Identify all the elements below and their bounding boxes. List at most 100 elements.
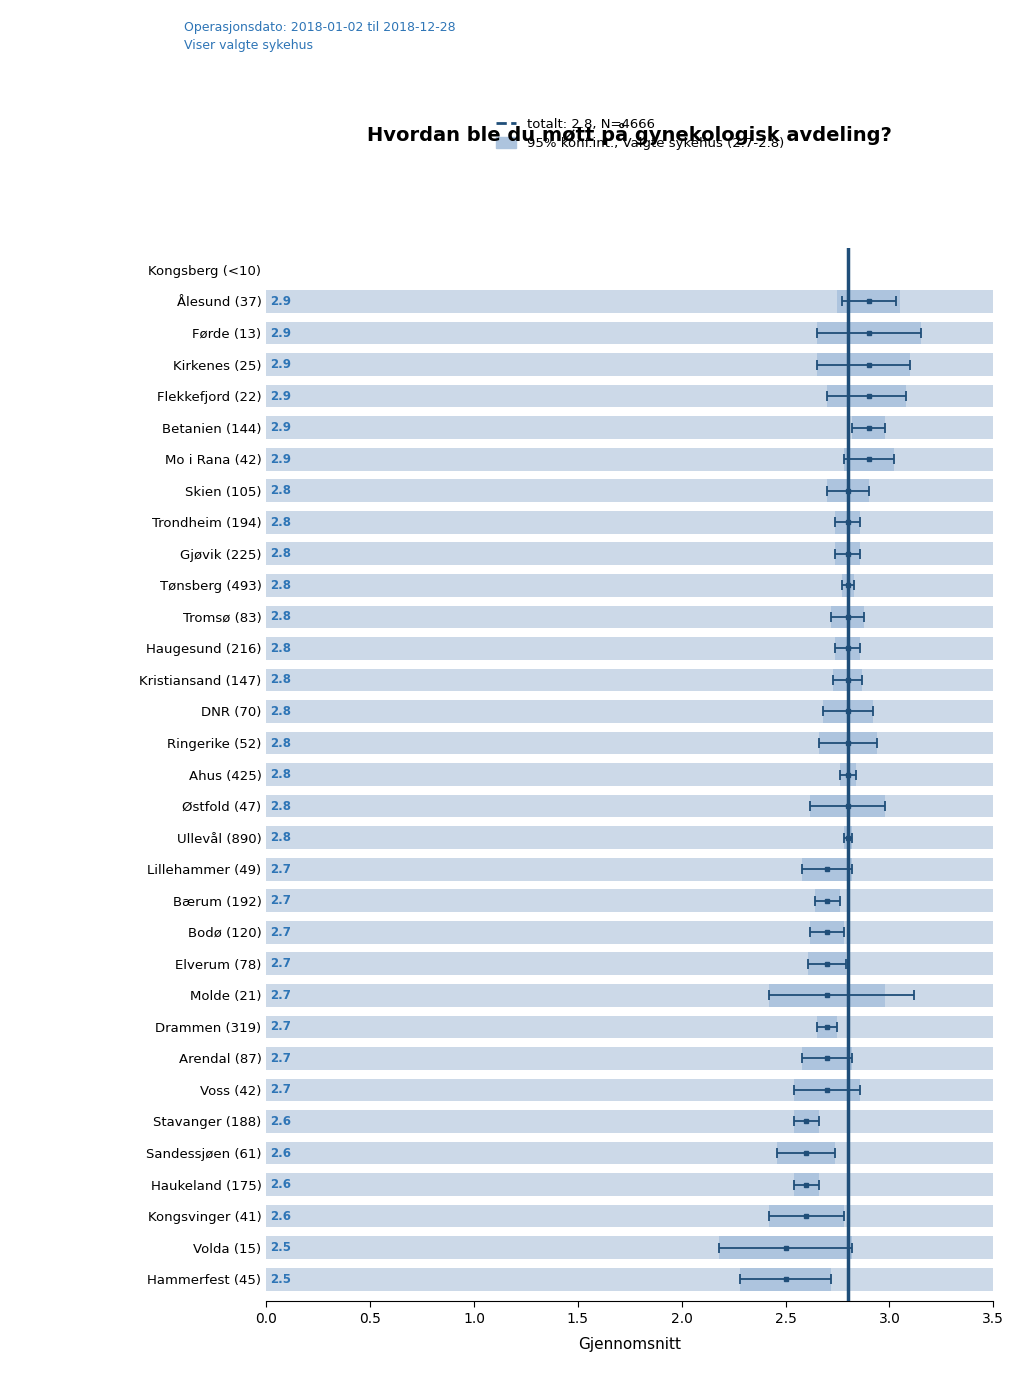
Bar — [266, 700, 993, 723]
Text: 2.8: 2.8 — [270, 578, 292, 592]
Bar — [266, 606, 993, 628]
Bar — [827, 384, 906, 408]
Text: Viser valgte sykehus: Viser valgte sykehus — [184, 39, 313, 51]
Text: 2.7: 2.7 — [270, 1020, 291, 1033]
Bar — [266, 322, 993, 344]
Bar — [266, 1237, 993, 1259]
Bar — [802, 858, 852, 880]
Bar — [842, 574, 854, 596]
Bar — [769, 1205, 844, 1227]
Bar — [266, 921, 993, 943]
Text: 2.6: 2.6 — [270, 1115, 292, 1128]
Bar — [808, 953, 846, 975]
Bar — [838, 291, 900, 313]
Bar — [815, 890, 840, 912]
Bar — [852, 416, 886, 439]
Text: 2.7: 2.7 — [270, 1084, 291, 1096]
Text: 2.8: 2.8 — [270, 832, 292, 844]
Text: 2.9: 2.9 — [270, 421, 292, 434]
Bar — [266, 416, 993, 439]
Bar — [823, 700, 872, 723]
Legend: totalt: 2.8, N=4666, 95% konf.int., Valgte sykehus (2.7-2.8): totalt: 2.8, N=4666, 95% konf.int., Valg… — [490, 113, 790, 156]
Bar — [266, 1015, 993, 1038]
Bar — [266, 511, 993, 534]
Bar — [266, 1205, 993, 1227]
Bar — [777, 1142, 836, 1165]
Bar — [266, 1268, 993, 1290]
Bar — [266, 638, 993, 660]
Text: 2.7: 2.7 — [270, 1052, 291, 1064]
Text: Hvordan ble du møtt på gynekologisk avdeling?: Hvordan ble du møtt på gynekologisk avde… — [368, 123, 892, 145]
Text: 2.5: 2.5 — [270, 1272, 292, 1286]
Text: 2.7: 2.7 — [270, 862, 291, 876]
Text: 2.8: 2.8 — [270, 642, 292, 655]
Bar — [831, 606, 864, 628]
Text: 2.7: 2.7 — [270, 925, 291, 939]
Text: 2.7: 2.7 — [270, 989, 291, 1002]
Bar — [266, 1078, 993, 1102]
Text: 2.9: 2.9 — [270, 326, 292, 340]
Bar — [266, 1110, 993, 1133]
Bar — [834, 669, 862, 691]
Bar — [266, 291, 993, 313]
Text: 2.9: 2.9 — [270, 390, 292, 402]
Text: 2.6: 2.6 — [270, 1179, 292, 1191]
Bar — [817, 1015, 838, 1038]
Text: 2.7: 2.7 — [270, 894, 291, 907]
Text: 2.5: 2.5 — [270, 1241, 292, 1254]
Bar — [266, 826, 993, 850]
Text: 2.8: 2.8 — [270, 737, 292, 749]
Text: 2.8: 2.8 — [270, 485, 292, 497]
Bar — [266, 1047, 993, 1070]
Bar — [794, 1110, 819, 1133]
Bar — [836, 543, 860, 565]
Bar — [266, 448, 993, 471]
Bar — [810, 921, 844, 943]
Text: 2.7: 2.7 — [270, 957, 291, 971]
Text: 2.9: 2.9 — [270, 358, 292, 370]
Text: 2.6: 2.6 — [270, 1209, 292, 1223]
Bar — [266, 985, 993, 1007]
Bar — [266, 574, 993, 596]
Bar — [266, 795, 993, 818]
Text: 2.8: 2.8 — [270, 705, 292, 717]
Bar — [266, 669, 993, 691]
Bar — [819, 731, 877, 755]
Bar — [794, 1078, 860, 1102]
Text: 2.9: 2.9 — [270, 295, 292, 308]
Bar — [266, 858, 993, 880]
Bar — [266, 731, 993, 755]
Bar — [836, 638, 860, 660]
Bar — [740, 1268, 831, 1290]
Text: 2.8: 2.8 — [270, 516, 292, 529]
Bar — [266, 384, 993, 408]
Text: 2.6: 2.6 — [270, 1147, 292, 1159]
Bar — [266, 953, 993, 975]
Text: 2.8: 2.8 — [270, 768, 292, 781]
Bar — [769, 985, 886, 1007]
Text: 2.8: 2.8 — [270, 673, 292, 687]
Bar — [266, 890, 993, 912]
Bar — [844, 826, 852, 850]
Text: 2.8: 2.8 — [270, 610, 292, 624]
Bar — [810, 795, 886, 818]
Bar — [802, 1047, 852, 1070]
Bar — [817, 354, 910, 376]
Bar — [266, 354, 993, 376]
Bar — [266, 543, 993, 565]
Bar — [719, 1237, 852, 1259]
Bar — [827, 479, 868, 503]
X-axis label: Gjennomsnitt: Gjennomsnitt — [579, 1337, 681, 1352]
Text: 2.9: 2.9 — [270, 453, 292, 465]
Text: 2.8: 2.8 — [270, 800, 292, 812]
Bar — [266, 763, 993, 786]
Bar — [840, 763, 856, 786]
Bar — [817, 322, 921, 344]
Bar — [844, 448, 894, 471]
Text: 2.8: 2.8 — [270, 547, 292, 560]
Bar — [794, 1173, 819, 1195]
Bar — [266, 1142, 993, 1165]
Bar — [266, 479, 993, 503]
Bar — [836, 511, 860, 534]
Bar — [266, 1173, 993, 1195]
